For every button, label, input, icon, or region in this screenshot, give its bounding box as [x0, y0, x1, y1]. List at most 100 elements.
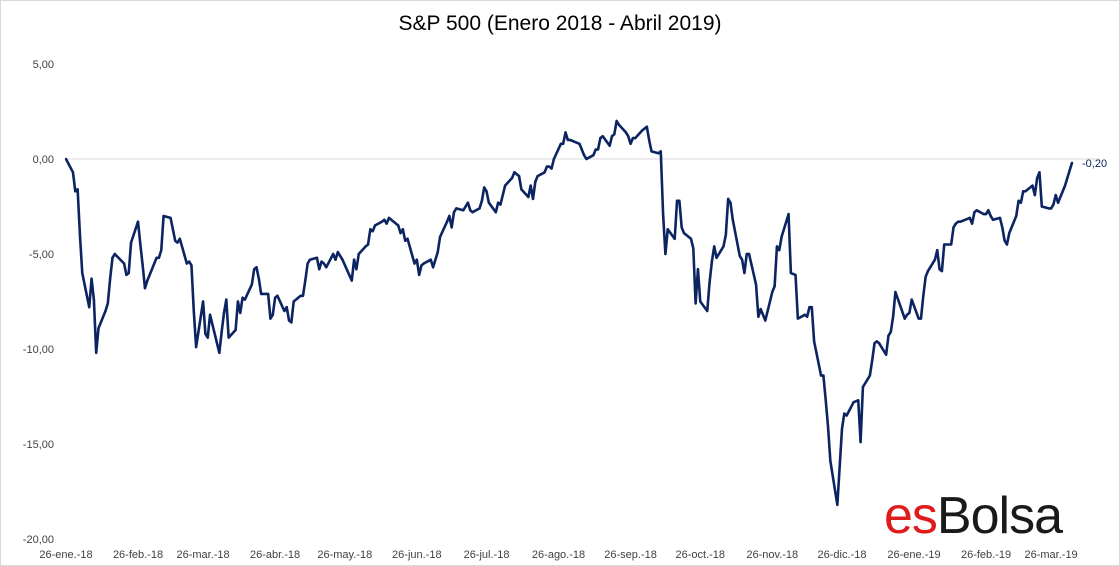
data-point: [318, 268, 321, 271]
data-point: [143, 287, 147, 290]
data-point: [227, 336, 230, 339]
data-point: [959, 220, 962, 223]
data-point: [125, 273, 128, 277]
data-point: [710, 260, 714, 263]
data-point: [627, 135, 630, 138]
data-point: [936, 249, 939, 252]
data-point: [582, 154, 586, 157]
data-point: [104, 309, 107, 313]
data-point: [517, 174, 521, 178]
data-point: [1031, 184, 1034, 187]
data-point: [884, 353, 888, 356]
data-point: [924, 275, 927, 278]
data-point: [520, 188, 523, 191]
data-point: [1038, 171, 1041, 174]
data-point: [952, 226, 955, 229]
data-point: [543, 171, 546, 174]
data-point: [550, 167, 553, 170]
data-point: [355, 268, 358, 271]
data-point: [545, 165, 549, 168]
logo-part-bolsa: Bolsa: [936, 487, 1063, 545]
data-point: [694, 302, 697, 305]
data-point: [299, 294, 302, 297]
data-point: [271, 313, 274, 316]
data-point: [92, 298, 96, 301]
data-point: [975, 209, 978, 212]
data-point: [1015, 214, 1018, 218]
data-point: [926, 269, 930, 273]
x-tick-label: 26-may.-18: [317, 549, 372, 561]
data-point: [383, 218, 386, 221]
data-point: [369, 228, 372, 231]
x-axis-ticks: 26-ene.-18 26-feb.-18 26-mar.-18 26-abr.-18…: [39, 549, 1077, 561]
data-point: [917, 317, 920, 320]
data-point: [859, 440, 862, 444]
data-point: [987, 209, 990, 212]
data-point: [631, 136, 635, 140]
data-point: [970, 222, 974, 225]
x-tick-label: 26-oct.-18: [676, 549, 726, 561]
data-point: [415, 258, 419, 261]
data-point: [95, 351, 98, 354]
data-point: [243, 298, 247, 301]
data-point: [429, 258, 432, 261]
data-point: [1024, 190, 1027, 193]
data-point: [659, 150, 662, 153]
data-point: [933, 258, 937, 261]
data-point: [743, 271, 746, 275]
data-point: [594, 148, 597, 151]
data-point: [829, 459, 832, 463]
logo-part-es: es: [884, 487, 938, 545]
data-point: [420, 264, 423, 267]
data-point: [436, 250, 439, 254]
data-point: [1049, 207, 1053, 210]
data-point: [564, 131, 567, 134]
data-point: [494, 211, 498, 214]
data-point: [778, 249, 781, 252]
data-point: [559, 142, 563, 145]
data-point: [722, 245, 725, 248]
data-point: [726, 197, 730, 201]
data-point: [331, 252, 335, 256]
data-point: [113, 252, 116, 256]
y-tick-label: -20,00: [23, 534, 54, 546]
x-tick-label: 26-jun.-18: [392, 549, 442, 561]
data-point: [922, 294, 925, 297]
data-point: [794, 273, 797, 277]
data-point: [808, 306, 811, 309]
data-point: [998, 216, 1002, 220]
x-tick-label: 26-sep.-18: [604, 549, 657, 561]
data-point: [836, 503, 839, 506]
data-point: [334, 258, 337, 261]
data-point: [566, 138, 570, 142]
data-point: [406, 237, 409, 240]
data-point: [689, 237, 693, 240]
data-point: [308, 258, 312, 261]
data-point: [257, 277, 261, 280]
data-point: [399, 231, 402, 235]
data-point: [613, 133, 616, 136]
data-point: [390, 218, 393, 221]
data-point: [634, 136, 637, 140]
data-point: [338, 254, 342, 258]
data-point: [483, 186, 486, 189]
data-point: [387, 216, 391, 220]
data-point: [111, 256, 114, 259]
data-point: [943, 243, 946, 246]
x-tick-label: 26-jul.-18: [464, 549, 510, 561]
chart-title: S&P 500 (Enero 2018 - Abril 2019): [398, 12, 722, 35]
data-point: [682, 231, 686, 235]
data-point: [417, 273, 421, 277]
data-point: [236, 300, 240, 303]
data-point: [380, 220, 384, 223]
data-point: [773, 285, 776, 288]
data-point: [870, 359, 874, 362]
data-point: [706, 309, 709, 313]
data-point: [301, 294, 305, 297]
data-point: [192, 309, 195, 313]
data-point: [905, 313, 909, 316]
data-point: [919, 317, 923, 320]
data-point: [819, 374, 823, 377]
data-point: [956, 220, 960, 223]
